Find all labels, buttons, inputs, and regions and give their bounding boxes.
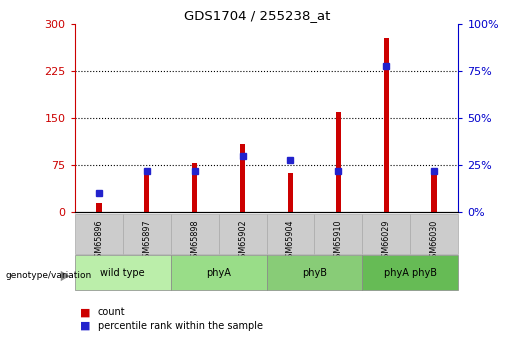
Bar [384, 38, 389, 212]
Bar [75, 255, 170, 290]
Bar [363, 255, 458, 290]
Text: GSM65898: GSM65898 [190, 220, 199, 263]
Bar [287, 173, 294, 212]
Bar [267, 255, 363, 290]
Text: phyA phyB: phyA phyB [384, 268, 437, 277]
Text: GSM65897: GSM65897 [142, 220, 151, 264]
Bar [170, 255, 267, 290]
Text: phyB: phyB [302, 268, 327, 277]
Text: GSM65910: GSM65910 [334, 220, 343, 263]
Text: wild type: wild type [100, 268, 145, 277]
Bar [123, 214, 170, 254]
Text: GSM66030: GSM66030 [430, 220, 439, 263]
Bar [267, 214, 315, 254]
Text: GSM65904: GSM65904 [286, 220, 295, 263]
Bar [96, 203, 101, 212]
Text: GSM66029: GSM66029 [382, 220, 391, 263]
Text: phyA: phyA [206, 268, 231, 277]
Text: percentile rank within the sample: percentile rank within the sample [98, 321, 263, 331]
Bar [75, 214, 123, 254]
Bar [239, 145, 246, 212]
Bar [144, 173, 149, 212]
Bar [336, 112, 341, 212]
Bar [432, 173, 437, 212]
Bar [218, 214, 267, 254]
Bar [192, 163, 197, 212]
Bar [170, 214, 218, 254]
Text: genotype/variation: genotype/variation [5, 272, 91, 280]
Polygon shape [61, 271, 70, 281]
Text: GDS1704 / 255238_at: GDS1704 / 255238_at [184, 9, 331, 22]
Text: ■: ■ [80, 321, 90, 331]
Bar [363, 214, 410, 254]
Text: GSM65896: GSM65896 [94, 220, 103, 263]
Bar [315, 214, 363, 254]
Bar [410, 214, 458, 254]
Text: count: count [98, 307, 126, 317]
Text: ■: ■ [80, 307, 90, 317]
Text: GSM65902: GSM65902 [238, 220, 247, 264]
